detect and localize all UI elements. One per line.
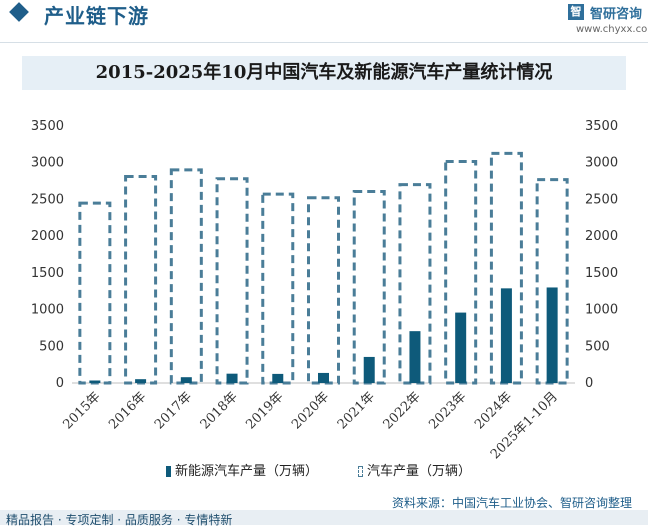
bar-total-production [261, 192, 295, 385]
legend-swatch-total [358, 466, 363, 477]
header-divider [0, 42, 648, 43]
legend-swatch-nev [166, 466, 171, 477]
bar-nev-production [226, 373, 238, 383]
y-tick-label-left: 3500 [31, 119, 64, 134]
slogan-bar [0, 510, 648, 525]
y-tick-label-right: 3500 [585, 119, 618, 134]
bar-nev-production [89, 380, 101, 383]
chart-title: 2015-2025年10月中国汽车及新能源汽车产量统计情况 [95, 62, 553, 83]
bar-total-production [124, 175, 158, 385]
brand-name: 智研咨询 [590, 7, 643, 22]
legend-item-total: 汽车产量（万辆） [358, 460, 471, 479]
bar-total-production [215, 177, 249, 385]
bar-total-production [307, 196, 340, 385]
bar-nev-production [500, 288, 512, 383]
header: 产业链下游 智 智研咨询 www.chyxx.com [0, 0, 648, 35]
y-tick-label-left: 3000 [31, 156, 64, 171]
y-tick-label-right: 2500 [585, 192, 618, 207]
bar-nev-production [272, 373, 284, 383]
bar-nev-production [455, 312, 467, 383]
bar-nev-production [180, 377, 192, 383]
y-tick-label-left: 1500 [31, 266, 64, 281]
x-tick-label: 2017年 [152, 389, 195, 432]
bar-total-production [78, 201, 112, 385]
x-tick-label: 2024年 [472, 389, 515, 432]
x-tick-label: 2015年 [60, 389, 103, 432]
y-tick-label-right: 2000 [585, 229, 618, 244]
y-tick-label-left: 500 [39, 339, 64, 354]
bar-total-production [398, 183, 432, 385]
bar-nev-production [363, 356, 375, 383]
y-tick-label-right: 1000 [585, 303, 618, 318]
y-tick-label-left: 2000 [31, 229, 64, 244]
y-tick-label-right: 0 [585, 376, 593, 391]
bar-total-production [169, 168, 203, 385]
bar-nev-production [546, 287, 558, 383]
legend-item-nev: 新能源汽车产量（万辆） [166, 460, 318, 479]
brand-logo-icon: 智 [568, 4, 584, 20]
bar-total-production [352, 189, 386, 385]
x-tick-label: 2016年 [106, 389, 149, 432]
x-tick-label: 2018年 [198, 389, 241, 432]
x-tick-label: 2022年 [381, 389, 424, 432]
bar-nev-production [409, 331, 421, 383]
legend-label-nev: 新能源汽车产量（万辆） [175, 464, 319, 479]
y-tick-label-right: 500 [585, 339, 610, 354]
bar-nev-production [318, 372, 329, 383]
x-tick-label: 2020年 [289, 389, 332, 432]
y-tick-label-left: 2500 [31, 192, 64, 207]
x-tick-label: 2021年 [335, 389, 378, 432]
y-tick-label-left: 0 [56, 376, 64, 391]
bar-nev-production [135, 379, 147, 383]
legend-label-total: 汽车产量（万辆） [367, 464, 472, 479]
source-note: 资料来源：中国汽车工业协会、智研咨询整理 [391, 496, 632, 510]
x-tick-label: 2019年 [243, 389, 286, 432]
x-tick-label: 2023年 [426, 389, 469, 432]
y-tick-label-right: 1500 [585, 266, 618, 281]
brand-url: www.chyxx.com [576, 24, 648, 35]
y-tick-label-left: 1000 [31, 303, 64, 318]
chart-title-band: 2015-2025年10月中国汽车及新能源汽车产量统计情况 [22, 56, 626, 90]
y-tick-label-right: 3000 [585, 156, 618, 171]
slogan: 精品报告 · 专项定制 · 品质服务 · 专情特新 [6, 513, 233, 527]
section-title: 产业链下游 [44, 4, 149, 28]
